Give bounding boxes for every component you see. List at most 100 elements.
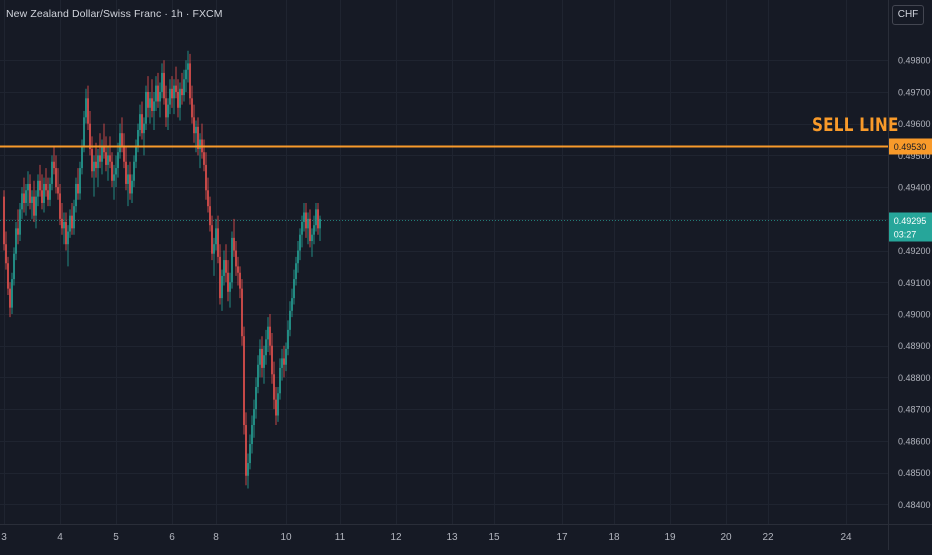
candle-body[interactable] bbox=[37, 180, 39, 197]
candle-body[interactable] bbox=[117, 152, 119, 169]
candle-body[interactable] bbox=[267, 326, 269, 340]
candle-body[interactable] bbox=[3, 196, 5, 245]
candle-body[interactable] bbox=[121, 133, 123, 146]
candle-body[interactable] bbox=[23, 193, 25, 203]
candle-body[interactable] bbox=[127, 174, 129, 184]
candle-body[interactable] bbox=[171, 88, 173, 99]
candle-body[interactable] bbox=[159, 91, 161, 102]
candle-body[interactable] bbox=[207, 190, 209, 207]
candle-body[interactable] bbox=[307, 218, 309, 229]
currency-button[interactable]: CHF bbox=[892, 5, 924, 25]
candle-body[interactable] bbox=[213, 244, 215, 254]
candle-body[interactable] bbox=[153, 101, 155, 111]
candle-body[interactable] bbox=[175, 85, 177, 92]
candle-body[interactable] bbox=[65, 222, 67, 245]
candle-body[interactable] bbox=[227, 272, 229, 292]
candle-body[interactable] bbox=[283, 358, 285, 365]
candle-body[interactable] bbox=[39, 180, 41, 191]
candle-body[interactable] bbox=[313, 225, 315, 235]
candle-body[interactable] bbox=[89, 123, 91, 150]
candle-body[interactable] bbox=[95, 161, 97, 169]
candle-body[interactable] bbox=[79, 168, 81, 194]
candle-body[interactable] bbox=[19, 209, 21, 235]
candle-body[interactable] bbox=[155, 85, 157, 102]
candle-body[interactable] bbox=[169, 88, 171, 105]
candle-body[interactable] bbox=[223, 260, 225, 276]
candle-body[interactable] bbox=[241, 288, 243, 337]
candle-body[interactable] bbox=[21, 193, 23, 210]
candle-body[interactable] bbox=[49, 183, 51, 200]
candle-body[interactable] bbox=[293, 279, 295, 299]
candle-body[interactable] bbox=[77, 183, 79, 194]
candle-body[interactable] bbox=[183, 79, 185, 96]
candle-body[interactable] bbox=[255, 386, 257, 410]
candle-body[interactable] bbox=[93, 161, 95, 172]
candle-body[interactable] bbox=[281, 358, 283, 368]
candle-body[interactable] bbox=[257, 364, 259, 387]
candle-body[interactable] bbox=[63, 222, 65, 229]
candle-body[interactable] bbox=[199, 139, 201, 150]
candle-body[interactable] bbox=[45, 183, 47, 191]
candle-body[interactable] bbox=[179, 88, 181, 108]
candle-body[interactable] bbox=[187, 63, 189, 70]
candle-body[interactable] bbox=[137, 130, 139, 146]
candle-body[interactable] bbox=[99, 155, 101, 162]
candle-body[interactable] bbox=[303, 212, 305, 223]
candle-body[interactable] bbox=[277, 393, 279, 416]
candle-body[interactable] bbox=[55, 168, 57, 188]
candle-body[interactable] bbox=[217, 228, 219, 257]
candle-body[interactable] bbox=[103, 145, 105, 153]
candle-body[interactable] bbox=[113, 174, 115, 181]
candle-body[interactable] bbox=[269, 326, 271, 346]
candle-body[interactable] bbox=[287, 329, 289, 349]
candle-body[interactable] bbox=[221, 275, 223, 299]
candle-body[interactable] bbox=[53, 161, 55, 169]
candle-body[interactable] bbox=[243, 336, 245, 426]
candle-body[interactable] bbox=[69, 215, 71, 232]
candle-body[interactable] bbox=[211, 225, 213, 254]
candle-body[interactable] bbox=[249, 444, 251, 464]
candle-body[interactable] bbox=[13, 253, 15, 280]
candle-body[interactable] bbox=[189, 63, 191, 99]
candle-body[interactable] bbox=[73, 206, 75, 229]
candle-body[interactable] bbox=[75, 183, 77, 207]
candle-body[interactable] bbox=[181, 88, 183, 96]
candle-body[interactable] bbox=[149, 98, 151, 108]
candle-body[interactable] bbox=[129, 174, 131, 194]
candle-body[interactable] bbox=[185, 69, 187, 80]
candle-body[interactable] bbox=[271, 345, 273, 375]
candle-body[interactable] bbox=[237, 266, 239, 273]
candle-body[interactable] bbox=[51, 161, 53, 184]
candle-body[interactable] bbox=[259, 348, 261, 365]
candle-body[interactable] bbox=[235, 250, 237, 267]
candle-body[interactable] bbox=[5, 244, 7, 264]
candle-body[interactable] bbox=[123, 145, 125, 162]
candle-body[interactable] bbox=[311, 234, 313, 242]
candle-body[interactable] bbox=[81, 145, 83, 169]
candle-body[interactable] bbox=[191, 98, 193, 118]
candle-body[interactable] bbox=[209, 206, 211, 226]
candle-body[interactable] bbox=[229, 282, 231, 292]
candle-body[interactable] bbox=[289, 310, 291, 330]
candle-body[interactable] bbox=[141, 114, 143, 134]
candle-body[interactable] bbox=[59, 193, 61, 219]
candle-body[interactable] bbox=[9, 288, 11, 308]
candle-body[interactable] bbox=[297, 250, 299, 264]
candle-body[interactable] bbox=[67, 231, 69, 245]
candle-body[interactable] bbox=[7, 263, 9, 289]
candle-body[interactable] bbox=[91, 149, 93, 172]
candle-body[interactable] bbox=[203, 152, 205, 165]
candle-body[interactable] bbox=[105, 152, 107, 165]
candle-body[interactable] bbox=[215, 228, 217, 245]
candle-body[interactable] bbox=[29, 183, 31, 203]
candle-body[interactable] bbox=[205, 164, 207, 191]
candle-body[interactable] bbox=[125, 161, 127, 184]
candle-body[interactable] bbox=[119, 133, 121, 153]
candle-body[interactable] bbox=[115, 168, 117, 175]
candle-body[interactable] bbox=[15, 228, 17, 254]
candle-body[interactable] bbox=[107, 155, 109, 165]
candle-body[interactable] bbox=[231, 237, 233, 283]
candle-body[interactable] bbox=[239, 272, 241, 289]
candle-body[interactable] bbox=[195, 126, 197, 134]
